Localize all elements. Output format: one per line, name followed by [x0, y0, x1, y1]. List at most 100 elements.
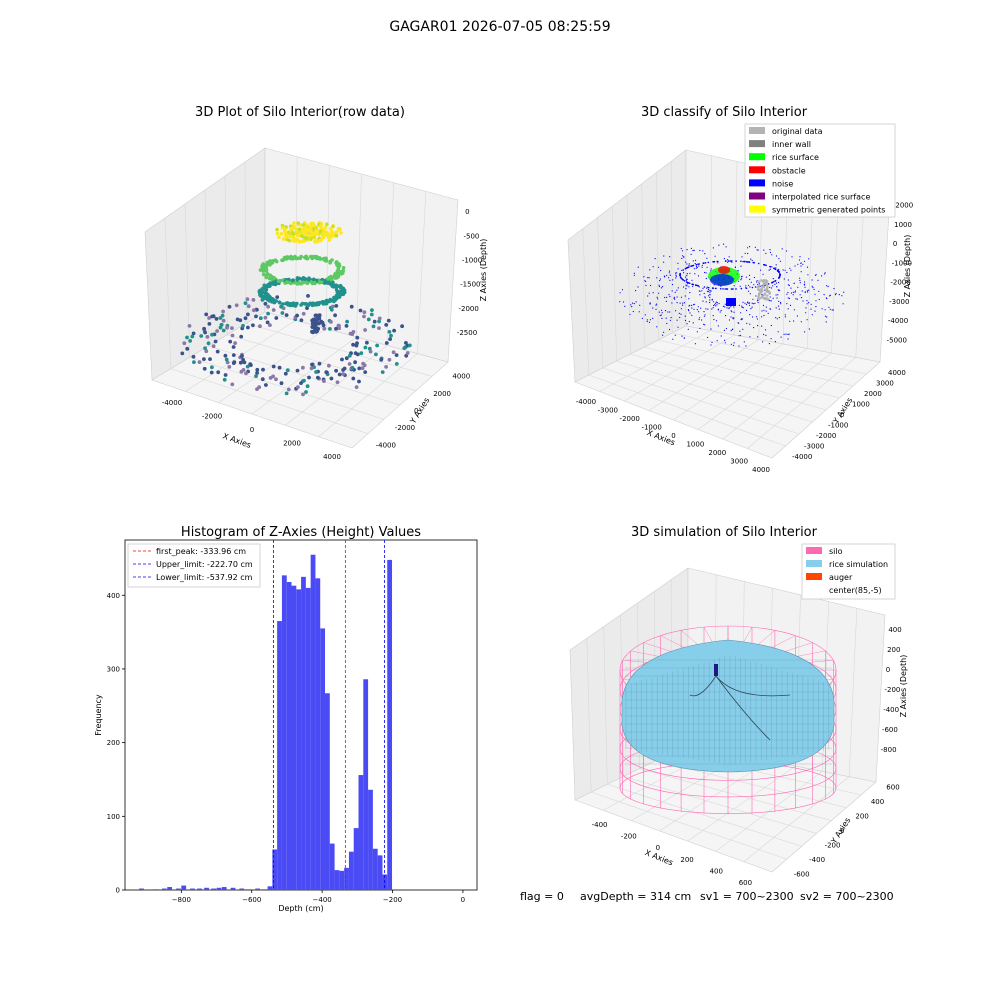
- classify-noise-point: [775, 317, 777, 319]
- classify-noise-point: [774, 268, 777, 271]
- classify-noise-point: [732, 328, 734, 330]
- raw-data-point: [377, 326, 381, 330]
- classify-noise-point: [652, 307, 654, 309]
- classify-noise-point: [719, 288, 722, 290]
- classify-noise-point: [750, 308, 752, 310]
- raw-data-point: [322, 229, 326, 233]
- raw-data-point: [323, 225, 328, 230]
- classify-original-point: [766, 285, 769, 288]
- raw-data-point: [268, 281, 272, 285]
- classify-noise-point: [707, 295, 710, 297]
- raw-data-point: [307, 276, 311, 281]
- classify-noise-point: [706, 286, 708, 288]
- raw-data-point: [347, 362, 352, 366]
- classify-noise-point: [743, 341, 745, 343]
- raw-data-point: [354, 385, 359, 389]
- classify-noise-point: [690, 247, 693, 249]
- histogram-bar: [167, 887, 173, 890]
- classify-noise-point: [709, 289, 711, 292]
- simulation-y-axis-label: Y Axies: [829, 816, 853, 846]
- raw-data-point: [261, 266, 266, 270]
- classify-noise-point: [712, 287, 714, 290]
- raw-data-point: [374, 352, 378, 357]
- classify-noise-point: [679, 316, 681, 319]
- panel-histogram: Histogram of Z-Axies (Height) Values −80…: [94, 525, 478, 913]
- classify-noise-point: [778, 290, 780, 292]
- classify-noise-point: [692, 249, 694, 252]
- raw-data-point: [246, 312, 250, 317]
- raw-data-point: [295, 313, 299, 318]
- raw-data-point: [185, 335, 189, 340]
- raw-data-point: [314, 370, 318, 374]
- raw-data-point: [337, 372, 342, 377]
- classify-noise-point: [660, 314, 662, 316]
- grid-line: [164, 217, 172, 369]
- classify-noise-point: [724, 303, 726, 305]
- classify-noise-point: [741, 278, 743, 280]
- classify-legend-label: rice surface: [772, 153, 819, 162]
- classify-original-point: [760, 288, 764, 291]
- classify-noise-point: [646, 320, 648, 323]
- simulation-legend-swatch: [806, 560, 822, 567]
- raw-data-point: [311, 255, 316, 260]
- raw-data-point: [347, 353, 352, 358]
- classify-noise-point: [800, 297, 803, 299]
- classify-noise-point: [807, 291, 809, 293]
- classify-noise-point: [682, 269, 685, 271]
- raw-data-point: [266, 273, 271, 277]
- raw-data-point: [264, 285, 268, 290]
- raw-data-point: [323, 279, 328, 284]
- raw-data-point: [261, 367, 265, 372]
- histogram-x-tick-label: −600: [242, 896, 261, 904]
- classify-noise-point: [758, 283, 760, 285]
- classify-noise-point: [666, 274, 668, 277]
- raw-data-point: [225, 360, 230, 365]
- histogram-legend-label: Upper_limit: -222.70 cm: [156, 560, 253, 569]
- raw-data-point: [276, 279, 281, 284]
- classify-noise-point: [629, 313, 631, 315]
- raw-data-point: [291, 255, 295, 260]
- raw-data-point: [301, 239, 306, 243]
- raw-data-point: [243, 301, 248, 306]
- simulation-z-axis-label: Z Axies (Depth): [899, 655, 908, 718]
- classify-noise-point: [699, 327, 701, 329]
- classify-noise-point: [772, 297, 774, 299]
- classify-noise-point: [658, 285, 661, 288]
- classify-noise-point: [811, 285, 813, 287]
- raw-data-point: [304, 280, 309, 285]
- raw-data-point: [182, 341, 187, 346]
- raw-data-point: [197, 360, 202, 364]
- raw-data-point: [208, 357, 212, 361]
- classify-noise-point: [733, 344, 735, 346]
- raw-data-point: [302, 378, 306, 383]
- classify-noise-point: [709, 291, 711, 293]
- classify-noise-point: [707, 336, 709, 339]
- classify-noise-point: [789, 320, 791, 322]
- classify-noise-point: [748, 302, 750, 304]
- raw-data-point: [255, 307, 259, 312]
- classify-noise-point: [744, 302, 746, 304]
- simulation-z-tick: -400: [883, 706, 899, 714]
- classify-noise-point: [703, 286, 706, 288]
- raw-data-point: [192, 360, 196, 364]
- grid-line: [607, 783, 802, 847]
- raw-data-point: [362, 314, 366, 319]
- classify-noise-point: [717, 262, 719, 264]
- raw-data-point: [231, 361, 236, 365]
- classify-noise-point: [687, 328, 689, 330]
- classify-auger-noise: [726, 298, 736, 306]
- classify-noise-point: [762, 273, 764, 275]
- raw-data-point: [334, 230, 339, 234]
- simulation-z-tick: -200: [885, 686, 901, 694]
- classify-noise-point: [730, 316, 732, 318]
- raw-data-point: [333, 298, 338, 302]
- classify-noise-point: [664, 310, 667, 312]
- raw-data-point: [341, 292, 346, 297]
- raw-data-point: [327, 363, 331, 368]
- classify-noise-point: [772, 278, 774, 280]
- histogram-x-tick-label: 0: [461, 896, 465, 904]
- raw-data-point: [331, 282, 335, 286]
- classify-noise-point: [765, 306, 768, 308]
- classify-noise-point: [675, 277, 677, 279]
- classify-noise-point: [703, 323, 705, 325]
